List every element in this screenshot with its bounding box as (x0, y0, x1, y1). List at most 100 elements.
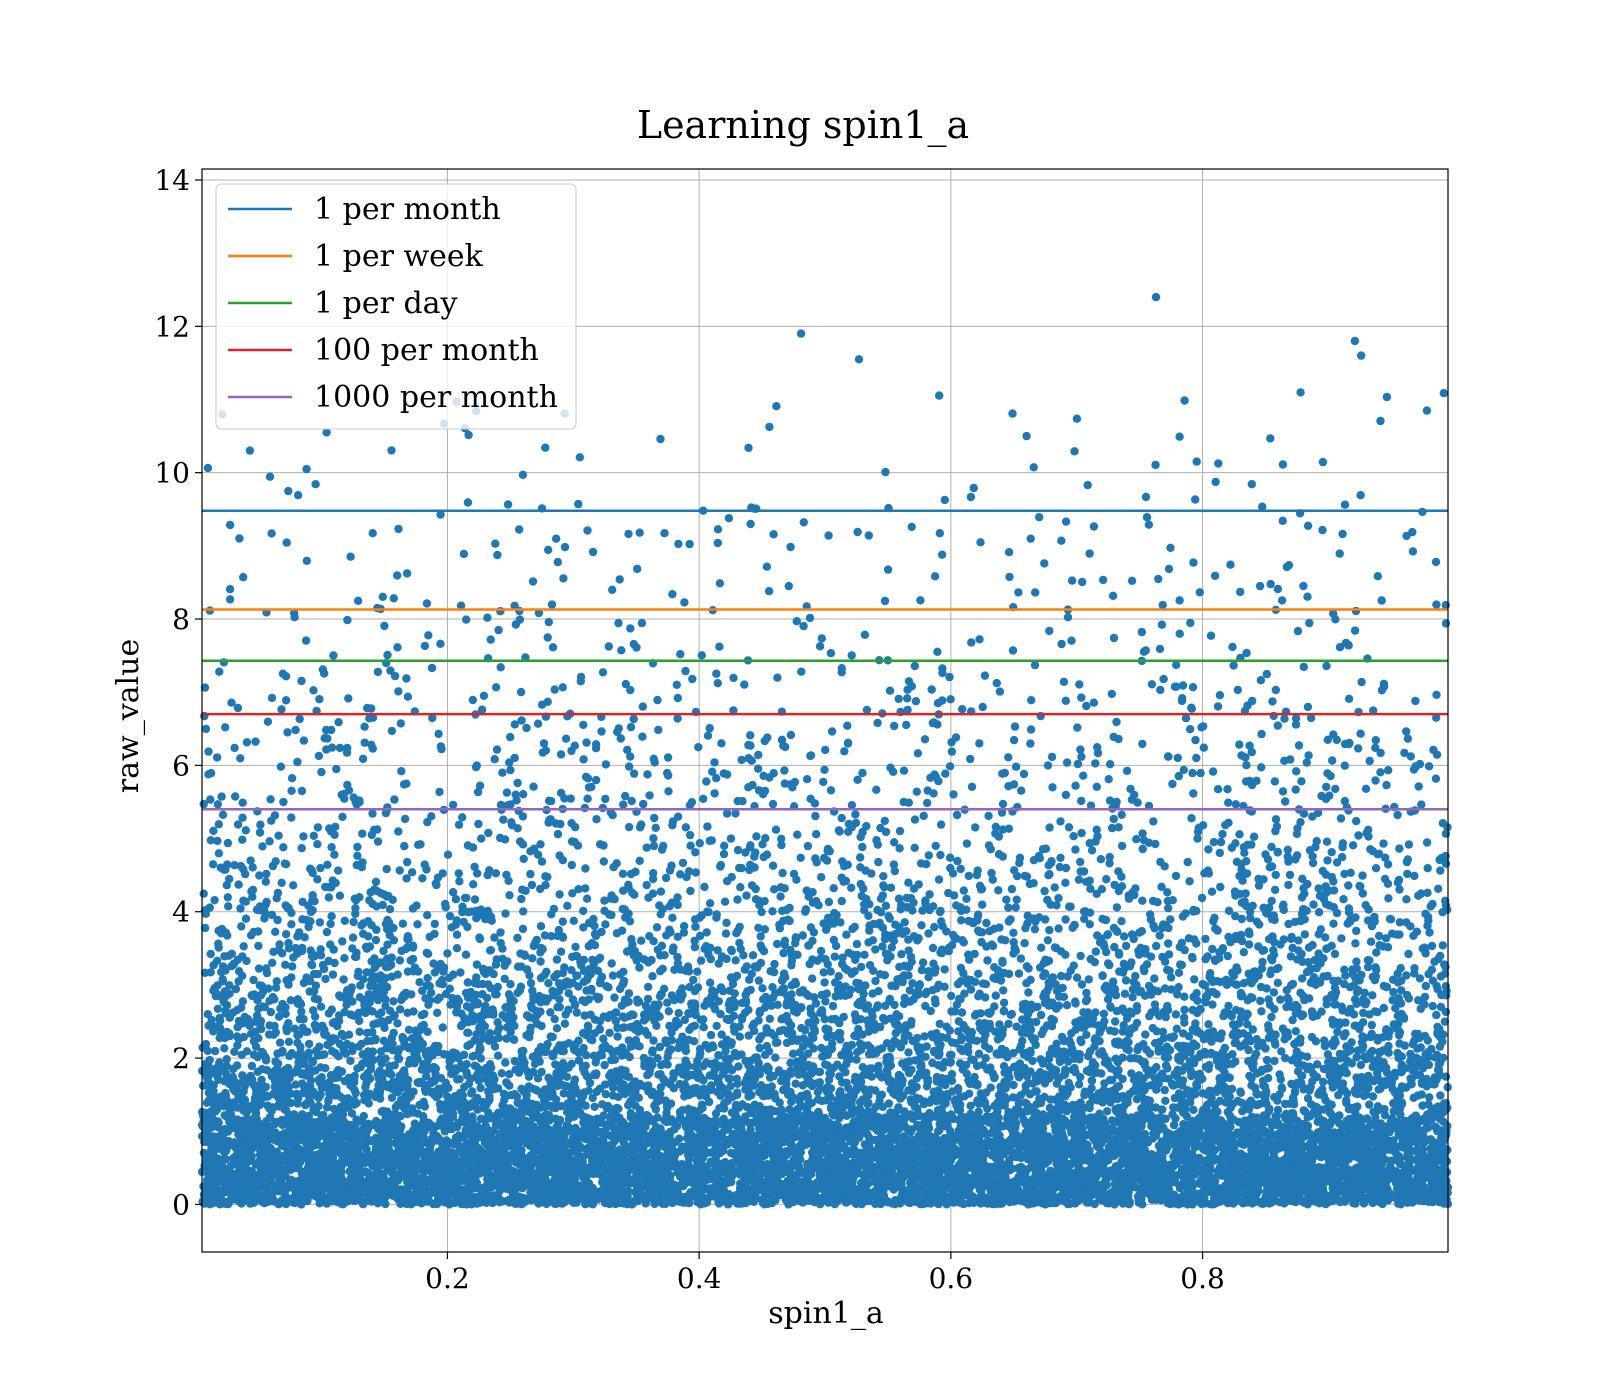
scatter-point-3598 (1374, 931, 1384, 941)
scatter-point-4493 (1245, 1071, 1254, 1081)
scatter-point-4740 (1229, 661, 1238, 670)
scatter-point-4699 (601, 760, 611, 769)
scatter-point-2861 (1384, 766, 1393, 775)
scatter-point-3722 (1208, 944, 1217, 954)
scatter-point-993 (490, 1042, 500, 1051)
scatter-point-3759 (1318, 457, 1328, 467)
scatter-point-1191 (529, 782, 538, 791)
scatter-point-3842 (225, 520, 235, 530)
scatter-point-3988 (215, 1016, 225, 1025)
scatter-point-3229 (1188, 952, 1197, 962)
scatter-point-3884 (771, 1053, 780, 1062)
scatter-point-909 (680, 1015, 689, 1025)
scatter-point-942 (309, 831, 318, 840)
scatter-point-605 (737, 755, 746, 765)
scatter-point-2173 (1403, 734, 1413, 743)
scatter-point-4772 (1314, 884, 1323, 893)
scatter-point-3094 (959, 886, 968, 895)
scatter-point-4887 (588, 1093, 597, 1103)
scatter-point-3850 (477, 834, 486, 843)
scatter-point-4249 (1050, 883, 1059, 892)
scatter-point-2652 (995, 687, 1005, 696)
scatter-point-1866 (1002, 895, 1011, 904)
scatter-point-1941 (1285, 870, 1295, 880)
scatter-point-4344 (1109, 814, 1118, 824)
scatter-point-3317 (664, 787, 673, 796)
scatter-point-1655 (835, 827, 844, 836)
scatter-point-4889 (215, 667, 224, 676)
scatter-point-4900 (239, 573, 248, 582)
scatter-point-554 (843, 721, 852, 730)
scatter-point-1446 (1105, 760, 1115, 769)
scatter-point-3512 (241, 914, 251, 923)
scatter-point-2688 (1117, 810, 1126, 819)
scatter-point-978 (653, 695, 662, 705)
scatter-point-2167 (328, 970, 338, 979)
scatter-point-1429 (731, 956, 740, 965)
scatter-point-436 (941, 769, 950, 778)
scatter-point-2579 (1296, 388, 1305, 397)
scatter-point-619 (315, 918, 325, 927)
scatter-point-2492 (1074, 875, 1084, 884)
scatter-point-1815 (454, 869, 463, 878)
scatter-point-4427 (633, 998, 642, 1007)
scatter-point-41 (856, 853, 865, 862)
scatter-point-4454 (201, 724, 211, 734)
scatter-point-793 (660, 529, 669, 538)
scatter-point-3311 (1020, 871, 1030, 881)
scatter-point-950 (947, 1070, 957, 1079)
scatter-point-1938 (558, 917, 567, 926)
scatter-point-2796 (476, 1054, 486, 1063)
scatter-point-348 (1332, 858, 1342, 867)
scatter-point-2946 (1077, 980, 1087, 989)
scatter-point-885 (427, 663, 437, 673)
scatter-point-813 (219, 658, 229, 667)
scatter-point-3840 (1414, 782, 1423, 791)
scatter-point-4201 (945, 1050, 955, 1060)
scatter-point-1693 (1164, 939, 1173, 948)
scatter-point-319 (921, 1001, 930, 1011)
scatter-point-4353 (604, 642, 613, 651)
scatter-point-4445 (1271, 826, 1280, 836)
scatter-point-597 (1174, 983, 1183, 992)
scatter-point-1645 (522, 723, 531, 733)
scatter-point-4175 (445, 984, 455, 993)
scatter-point-63 (621, 791, 630, 801)
scatter-point-3920 (1149, 817, 1158, 826)
scatter-point-277 (826, 786, 836, 795)
scatter-point-4711 (418, 874, 427, 883)
scatter-point-2166 (693, 967, 702, 976)
scatter-point-9 (703, 731, 713, 740)
scatter-point-2377 (862, 822, 871, 831)
scatter-point-4382 (1153, 898, 1162, 907)
scatter-point-3654 (1372, 948, 1381, 957)
scatter-point-4287 (650, 813, 659, 823)
scatter-point-3301 (936, 820, 946, 829)
scatter-point-4181 (1402, 727, 1411, 736)
scatter-point-1080 (885, 686, 895, 695)
scatter-point-2962 (1395, 918, 1405, 927)
scatter-point-4715 (1128, 992, 1137, 1002)
scatter-point-3172 (539, 739, 549, 748)
scatter-point-3671 (541, 443, 550, 452)
scatter-point-1391 (695, 931, 705, 941)
scatter-point-4979 (1120, 989, 1130, 998)
scatter-point-3914 (494, 1033, 503, 1043)
scatter-point-3475 (409, 1007, 418, 1016)
scatter-point-2553 (733, 845, 743, 855)
scatter-point-2986 (397, 767, 406, 776)
scatter-point-1792 (717, 739, 726, 748)
scatter-point-3451 (899, 766, 909, 775)
scatter-point-1458 (1337, 852, 1347, 862)
scatter-point-975 (1348, 841, 1358, 850)
scatter-point-1672 (828, 1001, 838, 1011)
scatter-point-4328 (416, 840, 425, 849)
scatter-point-4456 (1102, 1107, 1112, 1116)
scatter-point-4221 (1330, 949, 1340, 959)
scatter-point-3738 (1331, 615, 1340, 624)
scatter-point-1223 (1303, 702, 1313, 712)
scatter-point-650 (394, 687, 403, 696)
scatter-point-4513 (318, 1021, 327, 1030)
scatter-point-2632 (360, 722, 369, 731)
